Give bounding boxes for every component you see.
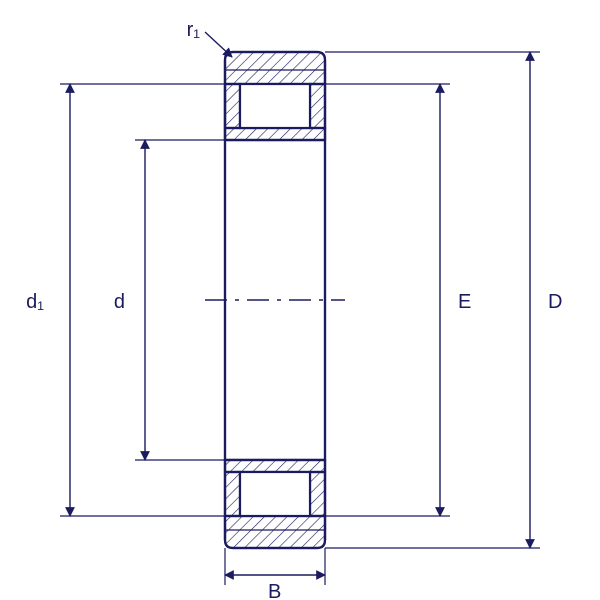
label-d: d — [114, 291, 125, 313]
label-D: D — [548, 291, 562, 313]
label-r1: r₁ — [187, 19, 201, 41]
label-E: E — [458, 291, 471, 313]
bearing-diagram: r₁ D E d d₁ B — [0, 0, 600, 600]
bottom-outer-ring — [225, 460, 325, 548]
label-d1: d₁ — [26, 291, 44, 313]
label-B: B — [268, 581, 281, 600]
top-outer-ring — [225, 52, 325, 140]
dim-r1-leader — [205, 32, 232, 57]
